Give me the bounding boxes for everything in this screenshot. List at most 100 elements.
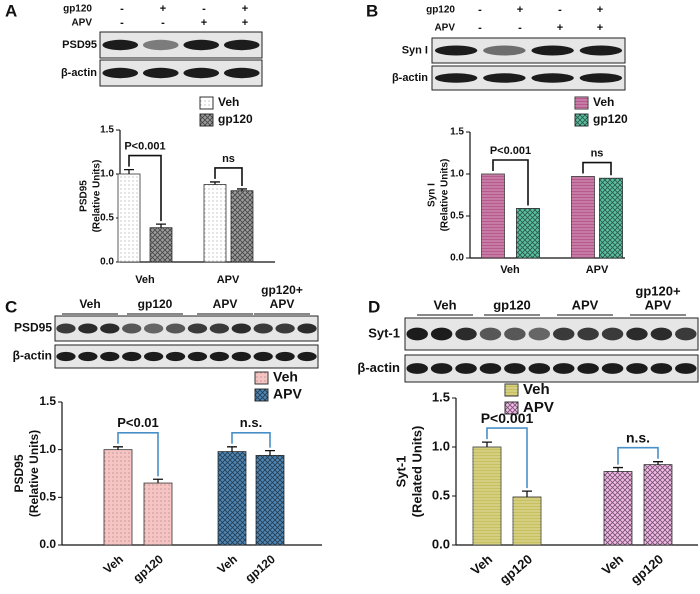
blot-band bbox=[231, 351, 251, 362]
x-tick-label: Veh bbox=[215, 552, 240, 576]
y-tick-label: 1.5 bbox=[39, 394, 56, 408]
y-axis-label: (Relative Units) bbox=[27, 430, 41, 517]
blot-band bbox=[78, 323, 98, 334]
blot-band bbox=[528, 363, 551, 374]
blot-band bbox=[455, 363, 477, 374]
blot-band bbox=[528, 327, 551, 341]
y-axis-label: PSD95 bbox=[12, 454, 26, 492]
panel-letter: B bbox=[366, 1, 378, 20]
error-bar bbox=[613, 466, 623, 472]
significance-bracket bbox=[486, 427, 528, 489]
significance-label: n.s. bbox=[240, 415, 262, 430]
bar-texture bbox=[599, 178, 623, 258]
blot-band bbox=[531, 45, 574, 56]
blot-sign: - bbox=[518, 22, 522, 34]
blot-band-label: Syn I bbox=[402, 44, 428, 56]
y-tick-label: 1.5 bbox=[432, 389, 450, 404]
y-axis-label: (Related Units) bbox=[409, 426, 424, 518]
blot-lane-label: APV bbox=[213, 297, 238, 311]
error-bar bbox=[653, 461, 663, 465]
significance-label: ns bbox=[222, 153, 235, 165]
bar-texture bbox=[513, 496, 541, 545]
y-tick-label: 0.5 bbox=[100, 213, 114, 224]
blot-band bbox=[504, 363, 526, 374]
y-tick-label: 1.5 bbox=[450, 127, 464, 138]
blot-band-label: PSD95 bbox=[62, 39, 97, 51]
blot-row-label: APV bbox=[434, 23, 455, 34]
blot-band bbox=[253, 351, 273, 362]
blot-band bbox=[142, 39, 179, 51]
blot-sign: + bbox=[557, 22, 563, 34]
blot-band bbox=[275, 351, 295, 362]
y-tick-label: 0.0 bbox=[450, 253, 464, 264]
x-tick-label: Veh bbox=[500, 264, 520, 276]
blot-band bbox=[626, 327, 648, 341]
error-bar bbox=[156, 223, 166, 228]
bar-texture bbox=[118, 174, 140, 262]
x-tick-label: gp120 bbox=[497, 551, 535, 587]
legend-texture bbox=[505, 402, 518, 414]
x-tick-label: Veh bbox=[101, 552, 126, 576]
blot-band bbox=[675, 327, 697, 341]
significance-label: P<0.001 bbox=[481, 410, 534, 426]
blot-box bbox=[404, 317, 699, 351]
blot-sign: - bbox=[202, 3, 206, 15]
y-tick-label: 0.0 bbox=[100, 257, 114, 268]
blot-lane-label: gp120+ bbox=[635, 283, 681, 298]
blot-band bbox=[223, 39, 260, 51]
significance-bracket bbox=[492, 159, 529, 206]
blot-band bbox=[56, 351, 76, 362]
error-bar bbox=[124, 168, 134, 174]
blot-band bbox=[455, 327, 477, 341]
y-axis-label: Syn I bbox=[427, 183, 438, 207]
blot-sign: + bbox=[201, 17, 207, 29]
blot-band-label: β-actin bbox=[357, 360, 400, 375]
legend-label: APV bbox=[523, 399, 554, 416]
blot-sign: + bbox=[160, 3, 166, 15]
y-tick-label: 1.0 bbox=[100, 169, 114, 180]
blot-lane-label: Veh bbox=[433, 297, 456, 312]
blot-band bbox=[78, 351, 98, 362]
blot-band bbox=[601, 363, 624, 374]
blot-band bbox=[143, 323, 164, 334]
significance-label: P<0.01 bbox=[117, 415, 159, 430]
blot-row-label: gp120 bbox=[426, 5, 455, 16]
y-tick-label: 1.0 bbox=[432, 438, 450, 453]
blot-band-label: β-actin bbox=[13, 349, 52, 363]
blot-band bbox=[479, 327, 502, 341]
blot-lane-label: APV bbox=[270, 297, 295, 311]
significance-label: P<0.001 bbox=[124, 141, 165, 153]
blot-band bbox=[430, 363, 453, 374]
legend-label: Veh bbox=[273, 369, 298, 385]
x-tick-label: gp120 bbox=[242, 552, 278, 585]
blot-band-label: β-actin bbox=[392, 72, 428, 84]
x-tick-label: Veh bbox=[599, 551, 626, 577]
blot-band bbox=[122, 323, 142, 334]
blot-band bbox=[102, 39, 139, 51]
blot-band-label: Syt-1 bbox=[368, 325, 400, 340]
blot-sign: - bbox=[478, 4, 482, 16]
blot-sign: + bbox=[597, 22, 603, 34]
blot-box bbox=[54, 315, 319, 342]
blot-sign: - bbox=[161, 17, 165, 29]
blot-band bbox=[183, 67, 220, 79]
blot-band bbox=[187, 323, 208, 334]
blot-band bbox=[579, 73, 623, 83]
blot-band bbox=[552, 363, 575, 374]
y-tick-label: 0.5 bbox=[432, 487, 450, 502]
blot-band bbox=[626, 363, 648, 374]
blot-band-label: PSD95 bbox=[14, 321, 52, 335]
error-bar bbox=[522, 490, 532, 497]
blot-sign: + bbox=[517, 4, 523, 16]
y-tick-label: 0.5 bbox=[450, 211, 464, 222]
blot-sign: - bbox=[558, 4, 562, 16]
bar-texture bbox=[644, 464, 672, 545]
x-tick-label: Veh bbox=[135, 274, 155, 286]
panel-letter: D bbox=[368, 297, 380, 316]
blot-band bbox=[275, 323, 295, 334]
error-bar bbox=[237, 188, 247, 191]
bar-texture bbox=[204, 184, 226, 262]
legend-label: Veh bbox=[218, 95, 239, 109]
bar-texture bbox=[516, 208, 540, 258]
